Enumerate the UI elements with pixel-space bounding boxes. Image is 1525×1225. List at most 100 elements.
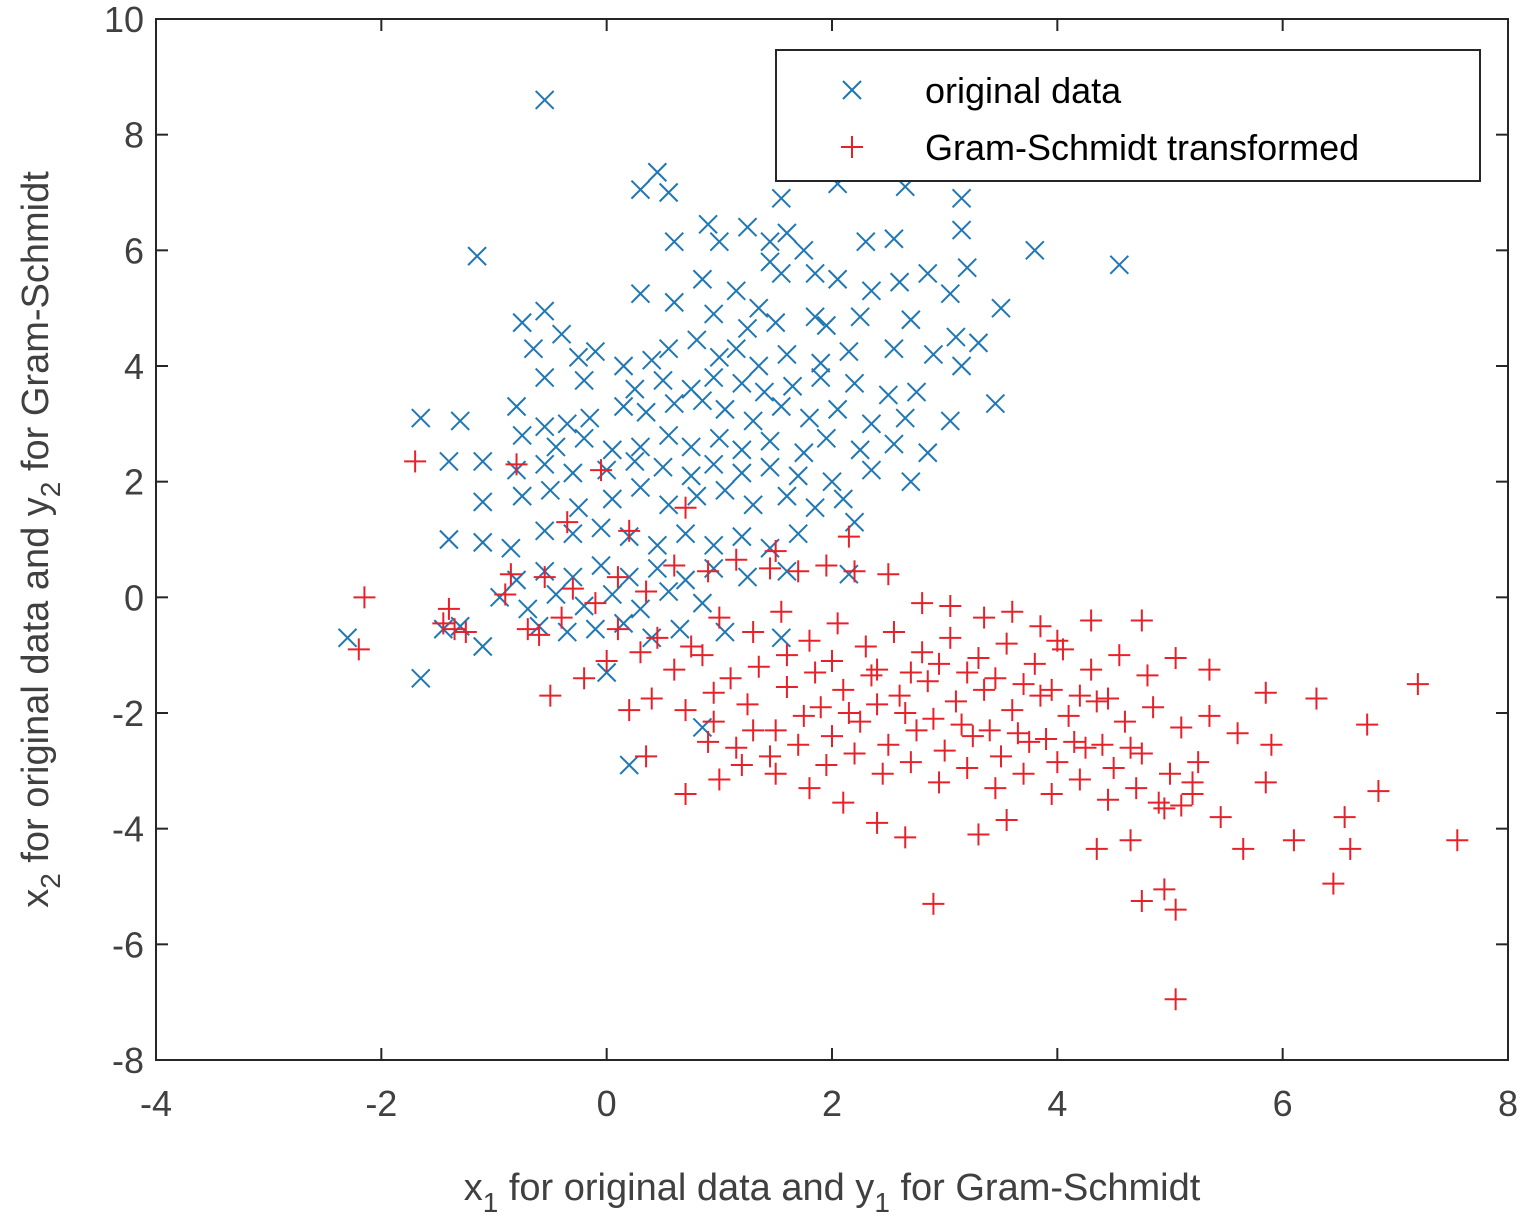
data-point-original xyxy=(658,338,679,359)
data-point-transformed xyxy=(1040,678,1063,701)
data-point-transformed xyxy=(499,563,522,586)
legend: original data Gram-Schmidt transformed xyxy=(775,49,1481,182)
data-point-original xyxy=(658,425,679,446)
data-point-transformed xyxy=(1102,756,1125,779)
data-point-original xyxy=(940,411,961,431)
y-tick-label: -6 xyxy=(112,924,144,965)
data-point-original xyxy=(827,399,848,420)
data-point-original xyxy=(630,599,651,619)
data-point-original xyxy=(439,529,459,550)
data-point-original xyxy=(619,567,639,587)
data-point-transformed xyxy=(674,699,697,722)
data-point-original xyxy=(467,246,487,266)
data-point-transformed xyxy=(533,566,556,589)
data-point-original xyxy=(737,318,758,339)
data-point-transformed xyxy=(894,826,917,849)
data-point-original xyxy=(732,440,752,460)
data-point-original xyxy=(760,231,780,252)
data-point-original xyxy=(844,373,865,394)
data-point-transformed xyxy=(1125,777,1148,800)
data-point-transformed xyxy=(719,667,742,690)
data-point-original xyxy=(777,561,797,582)
data-point-transformed xyxy=(454,621,477,644)
data-point-transformed xyxy=(606,618,629,641)
data-point-transformed xyxy=(821,649,843,672)
data-point-transformed xyxy=(1170,794,1193,817)
data-point-original xyxy=(473,451,493,472)
data-point-transformed xyxy=(1181,771,1204,794)
y-tick-label: 6 xyxy=(124,230,144,271)
data-point-original xyxy=(602,440,623,460)
data-point-transformed xyxy=(1198,704,1221,727)
data-point-transformed xyxy=(1164,647,1187,670)
data-point-original xyxy=(450,411,470,431)
data-point-original xyxy=(658,495,679,515)
data-point-original xyxy=(574,428,594,448)
data-point-transformed xyxy=(1130,742,1153,765)
data-point-transformed xyxy=(747,655,770,678)
data-point-transformed xyxy=(1130,609,1153,632)
data-point-transformed xyxy=(1164,988,1187,1011)
data-point-transformed xyxy=(759,745,782,768)
data-point-transformed xyxy=(1198,658,1221,681)
data-point-original xyxy=(501,538,521,558)
data-point-original xyxy=(630,284,651,304)
data-point-transformed xyxy=(1085,690,1108,713)
data-point-transformed xyxy=(950,713,973,736)
data-point-original xyxy=(602,489,623,509)
data-point-original xyxy=(1109,255,1130,275)
data-point-transformed xyxy=(792,704,815,727)
data-point-transformed xyxy=(691,644,714,667)
data-point-transformed xyxy=(1012,762,1035,785)
data-point-original xyxy=(968,333,989,353)
data-point-original xyxy=(782,376,803,396)
y-tick-label: 10 xyxy=(104,0,144,40)
data-point-original xyxy=(687,486,707,506)
data-point-original xyxy=(906,382,927,402)
y-tick-label: -4 xyxy=(112,809,144,850)
data-point-original xyxy=(918,443,938,463)
data-point-original xyxy=(512,486,532,506)
data-point-transformed xyxy=(911,592,934,615)
data-point-transformed xyxy=(798,777,821,800)
axis-ticks xyxy=(155,18,1509,1061)
data-point-transformed xyxy=(832,678,855,701)
data-point-transformed xyxy=(1119,736,1142,759)
data-point-original xyxy=(647,558,668,579)
data-point-original xyxy=(540,480,561,501)
data-point-transformed xyxy=(494,583,517,606)
series-gram-schmidt xyxy=(347,450,1469,1011)
data-point-transformed xyxy=(697,730,720,753)
data-point-transformed xyxy=(775,675,798,698)
data-point-transformed xyxy=(843,560,866,583)
data-point-original xyxy=(737,567,758,587)
data-point-original xyxy=(822,471,842,492)
data-point-transformed xyxy=(956,756,979,779)
data-point-original xyxy=(754,382,775,402)
data-point-original xyxy=(585,341,606,362)
data-point-transformed xyxy=(1057,704,1080,727)
data-point-transformed xyxy=(916,670,939,693)
data-point-transformed xyxy=(606,566,629,589)
data-point-transformed xyxy=(1001,699,1024,722)
data-point-transformed xyxy=(646,626,669,649)
data-point-transformed xyxy=(928,771,951,794)
data-point-original xyxy=(642,350,662,370)
data-point-original xyxy=(664,292,684,313)
data-point-original xyxy=(675,570,696,590)
data-point-original xyxy=(534,521,555,541)
data-point-original xyxy=(771,188,792,208)
data-point-transformed xyxy=(877,733,900,756)
data-point-original xyxy=(664,393,684,414)
data-point-original xyxy=(923,344,944,365)
data-point-original xyxy=(653,370,673,391)
data-point-transformed xyxy=(826,612,849,635)
data-point-original xyxy=(850,440,870,460)
data-point-transformed xyxy=(973,678,996,701)
data-point-transformed xyxy=(787,733,810,756)
data-point-original xyxy=(534,454,555,475)
data-point-transformed xyxy=(1006,722,1029,745)
data-point-transformed xyxy=(432,612,455,635)
y-tick-label: -8 xyxy=(112,1040,144,1081)
data-point-transformed xyxy=(1068,768,1091,791)
